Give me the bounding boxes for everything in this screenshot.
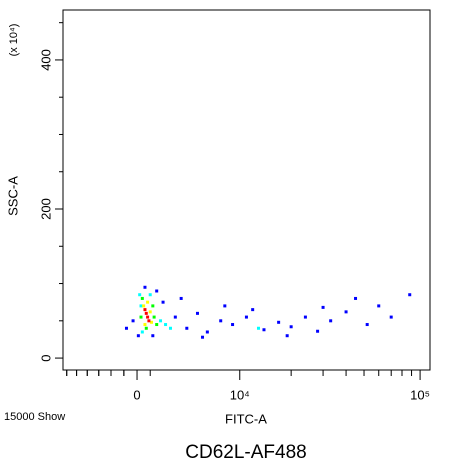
event-dot bbox=[316, 329, 320, 333]
event-dot bbox=[140, 330, 144, 334]
event-dot bbox=[142, 304, 146, 308]
y-multiplier: (x 10⁴) bbox=[8, 24, 20, 57]
event-dot bbox=[151, 304, 155, 308]
y-axis-label: SSC-A bbox=[5, 176, 20, 216]
event-dot bbox=[161, 300, 165, 304]
event-dot bbox=[146, 315, 150, 319]
event-dot bbox=[152, 315, 156, 319]
event-dot bbox=[148, 310, 152, 314]
y-tick-label: 200 bbox=[38, 198, 53, 220]
event-dot bbox=[151, 334, 155, 338]
event-dot bbox=[257, 326, 261, 330]
x-tick-label: 0 bbox=[133, 387, 140, 402]
event-dot bbox=[139, 304, 143, 308]
event-dot bbox=[262, 328, 266, 332]
event-dot bbox=[219, 319, 223, 323]
event-dot bbox=[143, 323, 147, 327]
y-tick-label: 0 bbox=[38, 354, 53, 361]
event-note: 15000 Show bbox=[4, 411, 65, 423]
x-axis-label: FITC-A bbox=[225, 411, 267, 426]
event-dot bbox=[138, 293, 142, 297]
event-dot bbox=[321, 305, 325, 309]
event-dot bbox=[136, 334, 140, 338]
event-dot bbox=[389, 315, 393, 319]
event-dot bbox=[303, 315, 307, 319]
event-dot bbox=[139, 315, 143, 319]
event-dot bbox=[223, 304, 227, 308]
event-dot bbox=[124, 326, 128, 330]
chart-title: CD62L-AF488 bbox=[185, 442, 306, 463]
x-tick-label: 10⁴ bbox=[230, 387, 250, 402]
event-dot bbox=[164, 323, 168, 327]
event-dot bbox=[144, 311, 148, 315]
event-dot bbox=[377, 304, 381, 308]
event-dot bbox=[289, 325, 293, 329]
event-dot bbox=[277, 320, 281, 324]
event-dot bbox=[168, 326, 172, 330]
event-dot bbox=[185, 326, 189, 330]
event-dot bbox=[195, 311, 199, 315]
event-dot bbox=[155, 289, 159, 293]
event-dot bbox=[201, 335, 205, 339]
event-dot bbox=[150, 320, 154, 324]
event-dot bbox=[354, 296, 358, 300]
event-dot bbox=[408, 293, 412, 297]
plot-frame bbox=[62, 9, 431, 371]
event-dot bbox=[344, 310, 348, 314]
y-tick-label: 400 bbox=[38, 49, 53, 71]
event-dot bbox=[155, 323, 159, 327]
event-dot bbox=[148, 293, 152, 297]
event-dot bbox=[244, 315, 248, 319]
event-dot bbox=[173, 315, 177, 319]
event-dot bbox=[146, 300, 150, 304]
event-dot bbox=[205, 330, 209, 334]
event-dot bbox=[251, 308, 255, 312]
event-dot bbox=[144, 326, 148, 330]
event-dot bbox=[329, 319, 333, 323]
event-dot bbox=[147, 319, 151, 323]
event-dot bbox=[143, 285, 147, 289]
event-dot bbox=[159, 319, 163, 323]
event-dot bbox=[131, 319, 135, 323]
event-dot bbox=[179, 296, 183, 300]
x-tick-label: 10⁵ bbox=[410, 387, 430, 402]
event-dot bbox=[365, 323, 369, 327]
event-dot bbox=[285, 334, 289, 338]
event-dot bbox=[231, 323, 235, 327]
event-dot bbox=[143, 308, 147, 312]
event-dot bbox=[140, 296, 144, 300]
